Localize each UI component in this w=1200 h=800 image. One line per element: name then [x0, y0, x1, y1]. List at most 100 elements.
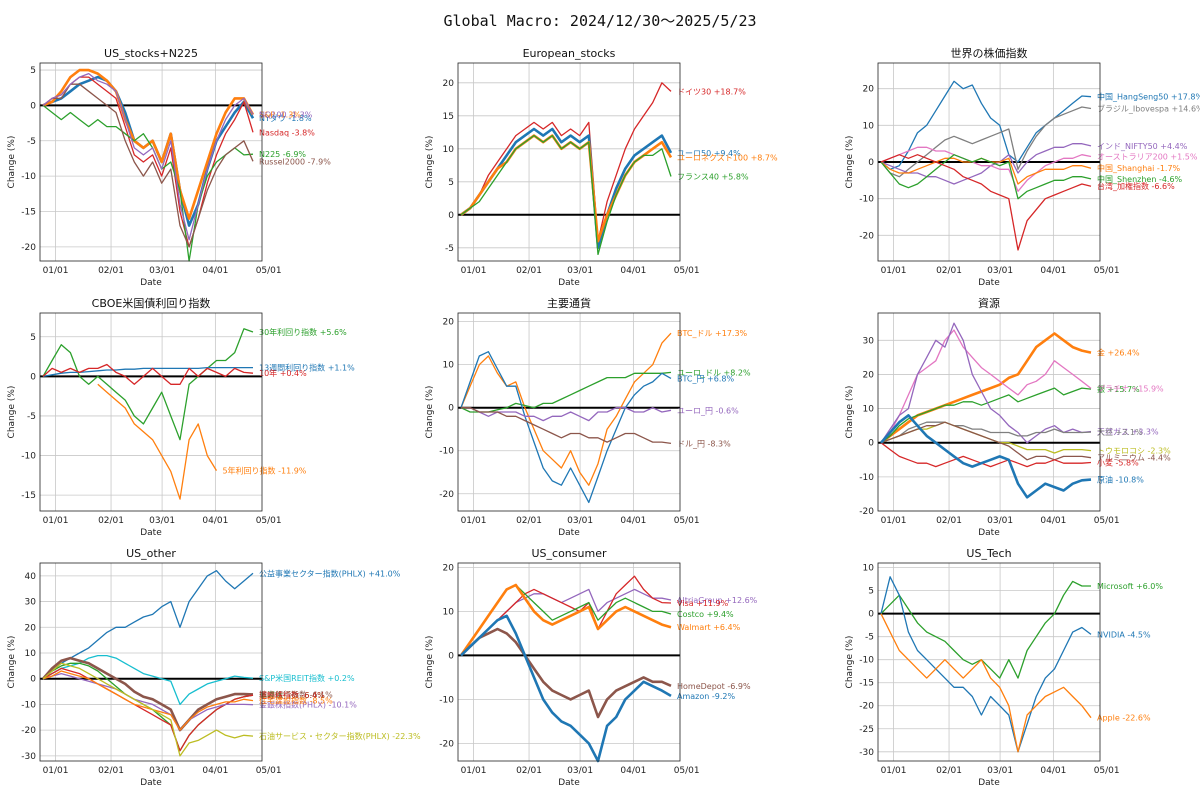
y-axis-label: Change (%) — [845, 636, 855, 689]
x-tick-label: 05/01 — [674, 766, 700, 776]
y-tick-label: 0 — [30, 372, 36, 382]
y-tick-label: 5 — [30, 333, 36, 343]
y-tick-label: 5 — [448, 178, 454, 188]
plot-frame — [39, 562, 263, 762]
x-tick-label: 01/01 — [43, 766, 69, 776]
series-line-Copper — [880, 442, 1092, 468]
x-tick-label: 02/01 — [516, 516, 542, 526]
chart-title: CBOE米国債利回り指数 — [92, 296, 211, 310]
x-tick-label: 03/01 — [567, 766, 593, 776]
series-line-Costco — [460, 584, 672, 656]
series-line-CrudeOil — [880, 414, 1092, 499]
x-axis-label: Date — [140, 528, 162, 538]
series-end-label: 金銀株指数(PHLX) -10.1% — [259, 700, 357, 710]
x-tick-label: 02/01 — [98, 266, 124, 276]
x-tick-label: 01/01 — [881, 266, 907, 276]
y-tick-label: -5 — [27, 137, 36, 147]
x-tick-label: 01/01 — [461, 516, 487, 526]
series-line-Shenzhen — [880, 154, 1092, 200]
series-end-label: トウモロコシ -2.3% — [1097, 447, 1171, 456]
y-axis-label: Change (%) — [7, 636, 17, 689]
series-end-label: 中国_Shenzhen -4.6% — [1097, 174, 1183, 184]
x-tick-label: 02/01 — [516, 266, 542, 276]
y-tick-label: 20 — [863, 370, 875, 380]
series-line-AltriaGroup — [460, 588, 672, 656]
series-end-label: ブラジル_Ibovespa +14.6% — [1097, 103, 1200, 113]
y-tick-label: 30 — [863, 336, 875, 346]
series-line-Wheat — [880, 421, 1092, 444]
y-tick-label: 20 — [443, 79, 455, 89]
y-tick-label: 0 — [868, 439, 874, 449]
chart-panel-4: CBOE米国債利回り指数 5 0 -5 -10 -15 01/01 02/01 03/01 04/… — [7, 296, 355, 538]
chart-title: US_stocks+N225 — [104, 47, 198, 60]
chart-panel-5: 主要通貨 20 10 0 -10 -20 01/01 02/01 03/01 04/01 05/01… — [425, 296, 751, 538]
series-line-OilService — [42, 662, 254, 757]
y-tick-label: -5 — [865, 633, 874, 643]
x-tick-label: 05/01 — [674, 516, 700, 526]
x-tick-label: 02/01 — [936, 516, 962, 526]
x-tick-label: 02/01 — [516, 766, 542, 776]
series-line-BTC_JPY — [460, 351, 672, 504]
y-tick-label: -25 — [859, 725, 874, 735]
series-line-N225 — [42, 104, 254, 262]
y-tick-label: 10 — [863, 564, 875, 574]
y-tick-label: 10 — [25, 649, 37, 659]
x-tick-label: 03/01 — [149, 266, 175, 276]
y-tick-label: 10 — [863, 405, 875, 415]
y-tick-label: -20 — [439, 739, 454, 749]
series-end-label: 30年利回り指数 +5.6% — [259, 327, 347, 337]
y-tick-label: 10 — [443, 145, 455, 155]
x-tick-label: 03/01 — [987, 266, 1013, 276]
y-tick-label: -30 — [21, 752, 36, 762]
series-end-label: Russel2000 -7.9% — [259, 157, 331, 166]
series-line-Amazon — [460, 614, 672, 763]
x-tick-label: 04/01 — [620, 516, 646, 526]
y-tick-label: -15 — [21, 491, 36, 501]
x-tick-label: 05/01 — [674, 266, 700, 276]
chart-title: US_consumer — [532, 547, 607, 560]
series-line-Aluminum — [880, 421, 1092, 461]
x-tick-label: 01/01 — [881, 516, 907, 526]
y-axis-label: Change (%) — [7, 136, 17, 189]
series-end-label: NVIDIA -4.5% — [1097, 630, 1151, 639]
series-end-label: S&P米国REIT指数 +0.2% — [259, 673, 355, 683]
x-tick-label: 02/01 — [936, 266, 962, 276]
y-tick-label: 0 — [868, 610, 874, 620]
series-line-Gold&Silver — [42, 672, 254, 731]
plot-frame — [877, 312, 1101, 512]
x-tick-label: 03/01 — [567, 516, 593, 526]
series-end-label: 中国_HangSeng50 +17.8% — [1097, 92, 1200, 102]
y-tick-label: 0 — [448, 651, 454, 661]
x-tick-label: 01/01 — [43, 266, 69, 276]
series-end-label: S&P -1.3% — [259, 111, 301, 120]
chart-panel-3: 世界の株価指数 20 10 0 -10 -20 01/01 02/01 03/01 04/01 05… — [845, 46, 1200, 288]
series-end-label: 半導体指数 -6.4% — [259, 690, 325, 700]
chart-panel-6: 資源 30 20 10 0 -10 -20 01/01 02/01 03/01 04/01 05/01… — [845, 296, 1171, 538]
series-line-Silver — [880, 387, 1092, 444]
chart-panel-8: US_consumer 20 10 0 -10 -20 01/01 02/01 03/01 04/… — [425, 547, 758, 788]
x-tick-label: 04/01 — [1040, 766, 1066, 776]
series-line-Walmart — [459, 583, 672, 657]
series-end-label: 小麦 -5.8% — [1097, 458, 1139, 468]
series-line-5Y — [97, 383, 218, 500]
y-tick-label: 0 — [448, 404, 454, 414]
series-line-NaturalGas — [880, 322, 1092, 444]
y-axis-label: Change (%) — [425, 386, 435, 439]
y-axis-label: Change (%) — [7, 386, 17, 439]
y-tick-label: -10 — [859, 656, 874, 666]
series-line-Apple — [880, 613, 1092, 753]
series-end-label: 地方銀行指数 -6.1% — [259, 689, 333, 699]
y-tick-label: 5 — [868, 587, 874, 597]
series-end-label: Apple -22.6% — [1097, 714, 1151, 723]
series-end-label: 大豆 +3.1% — [1097, 427, 1143, 437]
x-tick-label: 02/01 — [98, 516, 124, 526]
y-tick-label: -5 — [445, 244, 454, 254]
series-line-HomeDepot — [460, 627, 672, 719]
x-axis-label: Date — [140, 778, 162, 788]
chart-title: European_stocks — [523, 47, 616, 60]
series-end-label: オーストラリア200 +1.5% — [1097, 153, 1198, 162]
y-tick-label: -10 — [439, 447, 454, 457]
series-line-Banks — [42, 656, 254, 732]
series-line-Platinum — [880, 329, 1092, 444]
series-end-label: N225 -6.9% — [259, 150, 306, 159]
